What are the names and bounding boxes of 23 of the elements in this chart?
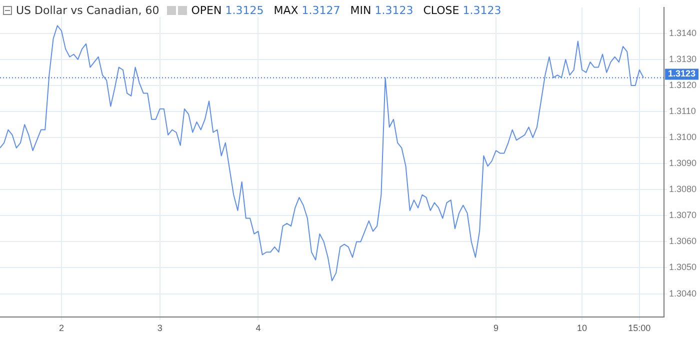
x-tick-label: 10	[577, 323, 588, 334]
y-tick-label: 1.3120	[669, 80, 697, 90]
ref-line-label: 1.3123	[668, 68, 696, 79]
x-tick-label: 2	[58, 323, 64, 334]
y-tick-label: 1.3090	[669, 158, 697, 168]
annotation: CLOSE 1.3123	[423, 4, 502, 17]
y-tick-label: 1.3060	[669, 236, 697, 246]
y-tick-label: 1.3040	[669, 288, 697, 298]
annotation: MIN 1.3123	[350, 4, 414, 17]
x-tick-label: 4	[256, 323, 261, 334]
y-tick-label: 1.3130	[669, 54, 697, 64]
y-tick-label: 1.3050	[669, 262, 697, 272]
annotation: MAX 1.3127	[274, 4, 340, 17]
y-tick-label: 1.3140	[669, 28, 697, 38]
y-tick-label: 1.3080	[669, 184, 697, 194]
x-tick-label: 3	[157, 323, 162, 334]
y-tick-label: 1.3070	[669, 210, 697, 220]
chart-title: US Dollar vs Canadian, 60	[16, 4, 160, 17]
y-tick-label: 1.3100	[669, 132, 697, 142]
x-tick-label: 9	[493, 323, 498, 334]
annotation: OPEN 1.3125	[191, 4, 264, 17]
y-tick-label: 1.3110	[669, 106, 696, 116]
x-tick-label: 15:00	[628, 323, 651, 334]
